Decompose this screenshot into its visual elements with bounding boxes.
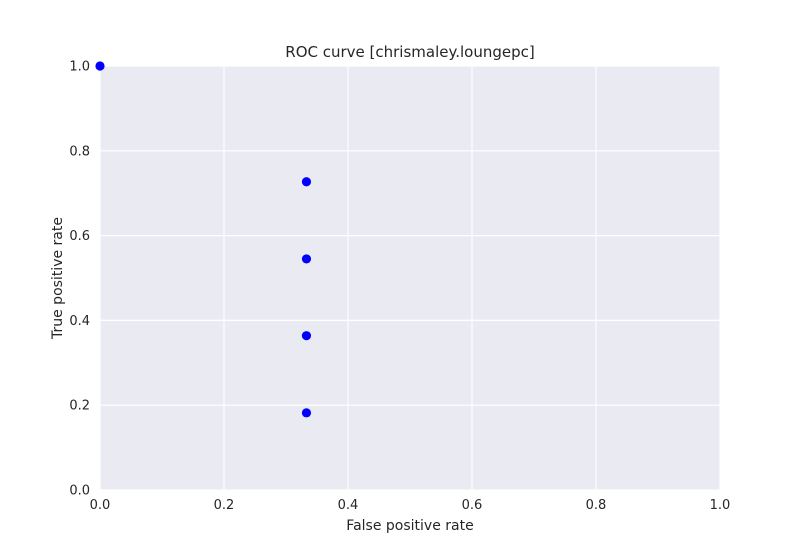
x-axis-label: False positive rate [346, 518, 473, 534]
x-axis-ticks: 0.0 0.2 0.4 0.6 0.8 1.0 [90, 498, 731, 513]
data-point [301, 408, 312, 418]
y-tick-label: 0.8 [69, 144, 90, 159]
y-tick-label: 0.6 [69, 229, 90, 244]
plot-area [100, 66, 720, 490]
x-tick-label: 0.6 [462, 498, 483, 513]
x-tick-label: 0.2 [214, 498, 235, 513]
y-tick-label: 0.2 [69, 399, 90, 414]
x-tick-label: 0.4 [338, 498, 359, 513]
x-tick-label: 0.8 [586, 498, 607, 513]
grid-lines [99, 65, 721, 491]
x-tick-label: 1.0 [710, 498, 731, 513]
data-point [95, 61, 105, 71]
data-points [95, 61, 312, 418]
data-point [301, 254, 312, 264]
chart-title: ROC curve [chrismaley.loungepc] [285, 43, 534, 61]
y-tick-label: 1.0 [69, 60, 90, 75]
y-tick-label: 0.0 [69, 484, 90, 499]
x-tick-label: 0.0 [90, 498, 111, 513]
y-tick-label: 0.4 [69, 314, 90, 329]
y-axis-ticks: 0.0 0.2 0.4 0.6 0.8 1.0 [69, 60, 90, 499]
y-axis-label: True positive rate [50, 217, 66, 340]
data-point [301, 331, 312, 341]
data-point [301, 177, 312, 187]
